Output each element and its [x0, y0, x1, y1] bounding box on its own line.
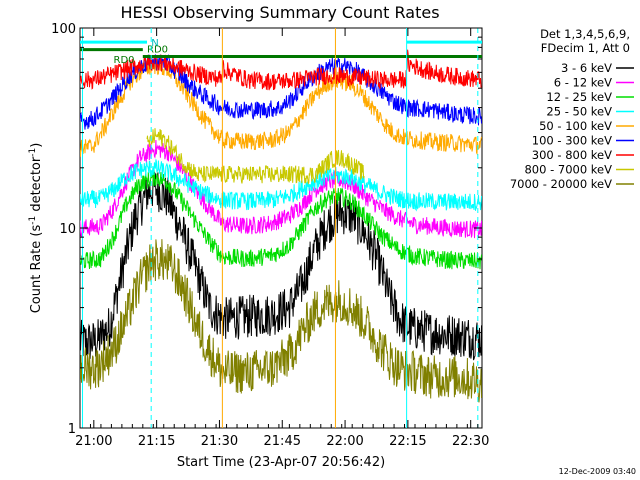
- series-1-trace: [80, 167, 482, 361]
- legend: Det 1,3,4,5,6,9, FDecim 1, Att 0 3 - 6 k…: [510, 27, 634, 191]
- generation-date: 12-Dec-2009 03:40: [559, 467, 636, 476]
- y-axis-label-exponent: -1: [28, 216, 38, 225]
- legend-label: 3 - 6 keV: [561, 61, 612, 75]
- series-8-trace: [146, 128, 365, 185]
- axis-tick-layer: 1 10 100 21:00 21:15 21:30 21:45 22:00 22:15 22:3…: [51, 22, 489, 449]
- y-tick-label: 10: [59, 222, 76, 237]
- y-axis-label-exponent: -1: [28, 148, 38, 157]
- x-tick-label: 22:15: [389, 434, 426, 449]
- y-axis-label: Count Rate (s-1 detector-1): [28, 143, 44, 314]
- chart-title: HESSI Observing Summary Count Rates: [120, 3, 439, 22]
- legend-header-line-1: Det 1,3,4,5,6,9,: [540, 27, 630, 41]
- legend-label: 25 - 50 keV: [546, 105, 612, 119]
- y-axis-label-part: ): [29, 143, 44, 148]
- legend-label: 6 - 12 keV: [554, 76, 612, 90]
- legend-label: 800 - 7000 keV: [524, 163, 612, 177]
- x-tick-label: 21:15: [138, 434, 175, 449]
- state-bar-label: RD0: [147, 44, 168, 55]
- legend-header-line-2: FDecim 1, Att 0: [541, 41, 630, 55]
- y-axis-label-part: detector: [29, 156, 44, 216]
- x-tick-label: 22:30: [452, 434, 489, 449]
- y-tick-label: 100: [51, 22, 76, 37]
- series-2-trace: [80, 139, 482, 239]
- legend-label: 300 - 800 keV: [532, 148, 612, 162]
- x-tick-label: 21:00: [75, 434, 112, 449]
- state-bar-label: N: [151, 38, 158, 49]
- x-axis-label: Start Time (23-Apr-07 20:56:42): [177, 455, 385, 470]
- vertical-marker-layer: [82, 28, 479, 428]
- legend-label: 12 - 25 keV: [546, 90, 612, 104]
- x-tick-label: 22:00: [326, 434, 363, 449]
- legend-label: 100 - 300 keV: [532, 134, 612, 148]
- series-3-trace: [80, 168, 482, 270]
- legend-label: 50 - 100 keV: [539, 119, 612, 133]
- series-7-trace: [80, 49, 482, 91]
- legend-label: 7000 - 20000 keV: [510, 177, 612, 191]
- state-bar-label: RD0: [114, 55, 135, 66]
- series-4-trace: [80, 159, 482, 212]
- series-layer: [80, 49, 482, 403]
- series-9-trace: [80, 239, 482, 403]
- x-tick-label: 21:45: [264, 434, 301, 449]
- x-tick-label: 21:30: [201, 434, 238, 449]
- y-axis-label-part: Count Rate (s: [29, 225, 44, 314]
- y-tick-label: 1: [68, 422, 76, 437]
